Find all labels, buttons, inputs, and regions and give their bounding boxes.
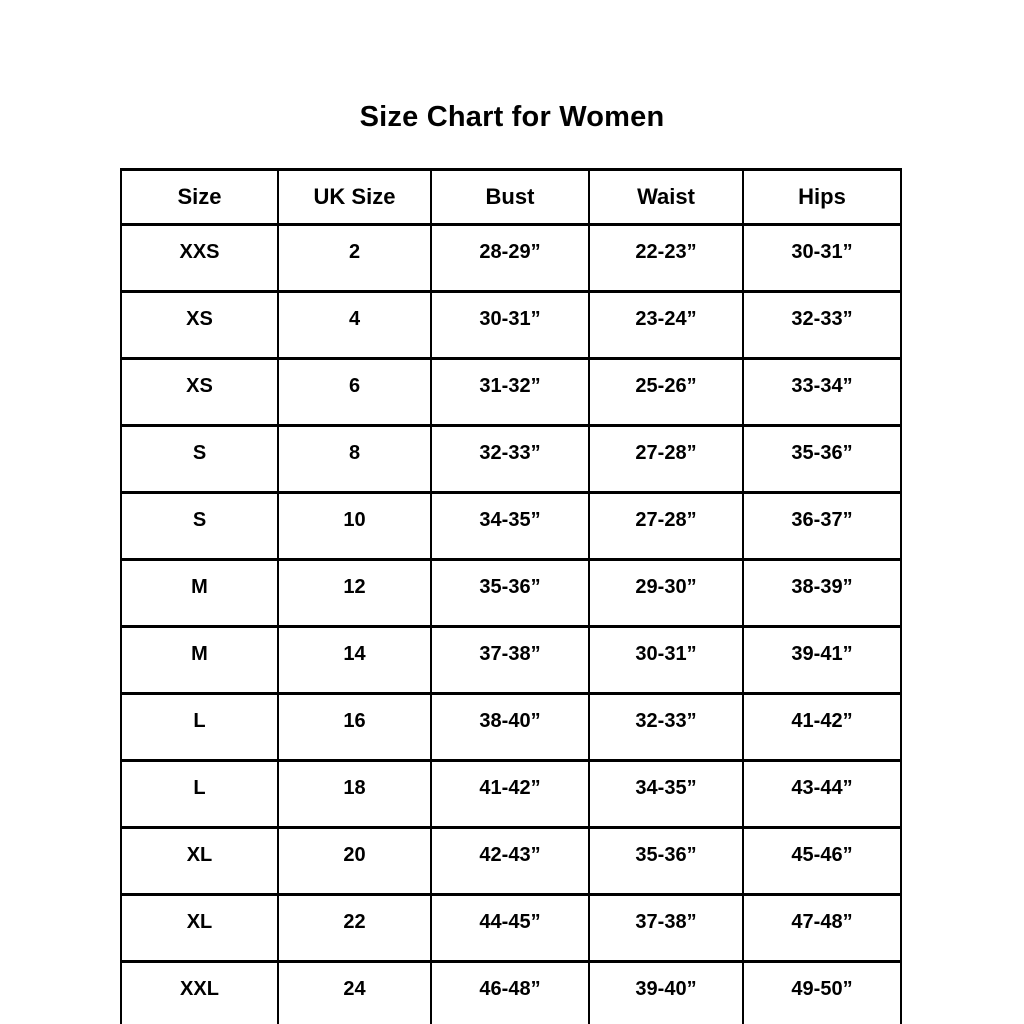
table-cell: 4	[277, 290, 432, 360]
table-cell: 30-31”	[742, 223, 902, 293]
table-cell: L	[120, 759, 279, 829]
table-cell: 41-42”	[430, 759, 590, 829]
table-cell: 36-37”	[742, 491, 902, 561]
table-cell: 30-31”	[430, 290, 590, 360]
table-cell: 38-39”	[742, 558, 902, 628]
table-row: L 16 38-40” 32-33” 41-42”	[120, 692, 902, 762]
table-cell: XS	[120, 357, 279, 427]
table-row: L 18 41-42” 34-35” 43-44”	[120, 759, 902, 829]
table-cell: 30-31”	[588, 625, 744, 695]
table-row: XL 20 42-43” 35-36” 45-46”	[120, 826, 902, 896]
table-cell: 46-48”	[430, 960, 590, 1024]
table-row: XXL 24 46-48” 39-40” 49-50”	[120, 960, 902, 1024]
table-cell: XXS	[120, 223, 279, 293]
table-cell: 25-26”	[588, 357, 744, 427]
table-cell: 41-42”	[742, 692, 902, 762]
table-cell: 27-28”	[588, 491, 744, 561]
table-cell: 18	[277, 759, 432, 829]
page-title: Size Chart for Women	[359, 101, 665, 133]
table-cell: 32-33”	[742, 290, 902, 360]
table-cell: M	[120, 558, 279, 628]
table-cell: 49-50”	[742, 960, 902, 1024]
table-row: S 10 34-35” 27-28” 36-37”	[120, 491, 902, 561]
table-cell: 22	[277, 893, 432, 963]
table-cell: XS	[120, 290, 279, 360]
table-cell: S	[120, 424, 279, 494]
header-cell: Hips	[742, 168, 902, 226]
header-row: Size UK Size Bust Waist Hips	[120, 168, 902, 226]
table-cell: 23-24”	[588, 290, 744, 360]
table-cell: 14	[277, 625, 432, 695]
table-cell: 37-38”	[430, 625, 590, 695]
table-cell: 28-29”	[430, 223, 590, 293]
table-cell: XL	[120, 893, 279, 963]
table-cell: 29-30”	[588, 558, 744, 628]
header-cell: Bust	[430, 168, 590, 226]
table-row: XXS 2 28-29” 22-23” 30-31”	[120, 223, 902, 293]
table-row: XL 22 44-45” 37-38” 47-48”	[120, 893, 902, 963]
table-body: XXS 2 28-29” 22-23” 30-31” XS 4 30-31” 23-24” 32-…	[120, 223, 902, 1024]
table-cell: XL	[120, 826, 279, 896]
table-cell: 35-36”	[588, 826, 744, 896]
table-cell: 44-45”	[430, 893, 590, 963]
table-cell: L	[120, 692, 279, 762]
table-cell: 34-35”	[588, 759, 744, 829]
table-header: Size UK Size Bust Waist Hips	[120, 168, 902, 226]
table-cell: XXL	[120, 960, 279, 1024]
table-cell: 33-34”	[742, 357, 902, 427]
table-cell: 39-41”	[742, 625, 902, 695]
table-cell: 2	[277, 223, 432, 293]
table-cell: 12	[277, 558, 432, 628]
table-cell: 32-33”	[588, 692, 744, 762]
table-cell: 10	[277, 491, 432, 561]
table-cell: 8	[277, 424, 432, 494]
table-cell: 32-33”	[430, 424, 590, 494]
table-cell: 43-44”	[742, 759, 902, 829]
table-cell: 38-40”	[430, 692, 590, 762]
table-cell: 35-36”	[430, 558, 590, 628]
table-cell: 20	[277, 826, 432, 896]
table-cell: 47-48”	[742, 893, 902, 963]
table-cell: 35-36”	[742, 424, 902, 494]
table-cell: 27-28”	[588, 424, 744, 494]
table-cell: 39-40”	[588, 960, 744, 1024]
table-cell: 16	[277, 692, 432, 762]
table-cell: 37-38”	[588, 893, 744, 963]
table-cell: 24	[277, 960, 432, 1024]
table-cell: 45-46”	[742, 826, 902, 896]
table-cell: S	[120, 491, 279, 561]
table-cell: 34-35”	[430, 491, 590, 561]
header-cell: Size	[120, 168, 279, 226]
table-cell: 22-23”	[588, 223, 744, 293]
table-row: XS 6 31-32” 25-26” 33-34”	[120, 357, 902, 427]
table-cell: 42-43”	[430, 826, 590, 896]
header-cell: Waist	[588, 168, 744, 226]
table-row: M 14 37-38” 30-31” 39-41”	[120, 625, 902, 695]
table-row: S 8 32-33” 27-28” 35-36”	[120, 424, 902, 494]
table-cell: 6	[277, 357, 432, 427]
size-chart-table: Size UK Size Bust Waist Hips XXS 2 28-29” 22-23…	[120, 168, 902, 1024]
table-cell: M	[120, 625, 279, 695]
table-row: M 12 35-36” 29-30” 38-39”	[120, 558, 902, 628]
table-row: XS 4 30-31” 23-24” 32-33”	[120, 290, 902, 360]
header-cell: UK Size	[277, 168, 432, 226]
table-cell: 31-32”	[430, 357, 590, 427]
